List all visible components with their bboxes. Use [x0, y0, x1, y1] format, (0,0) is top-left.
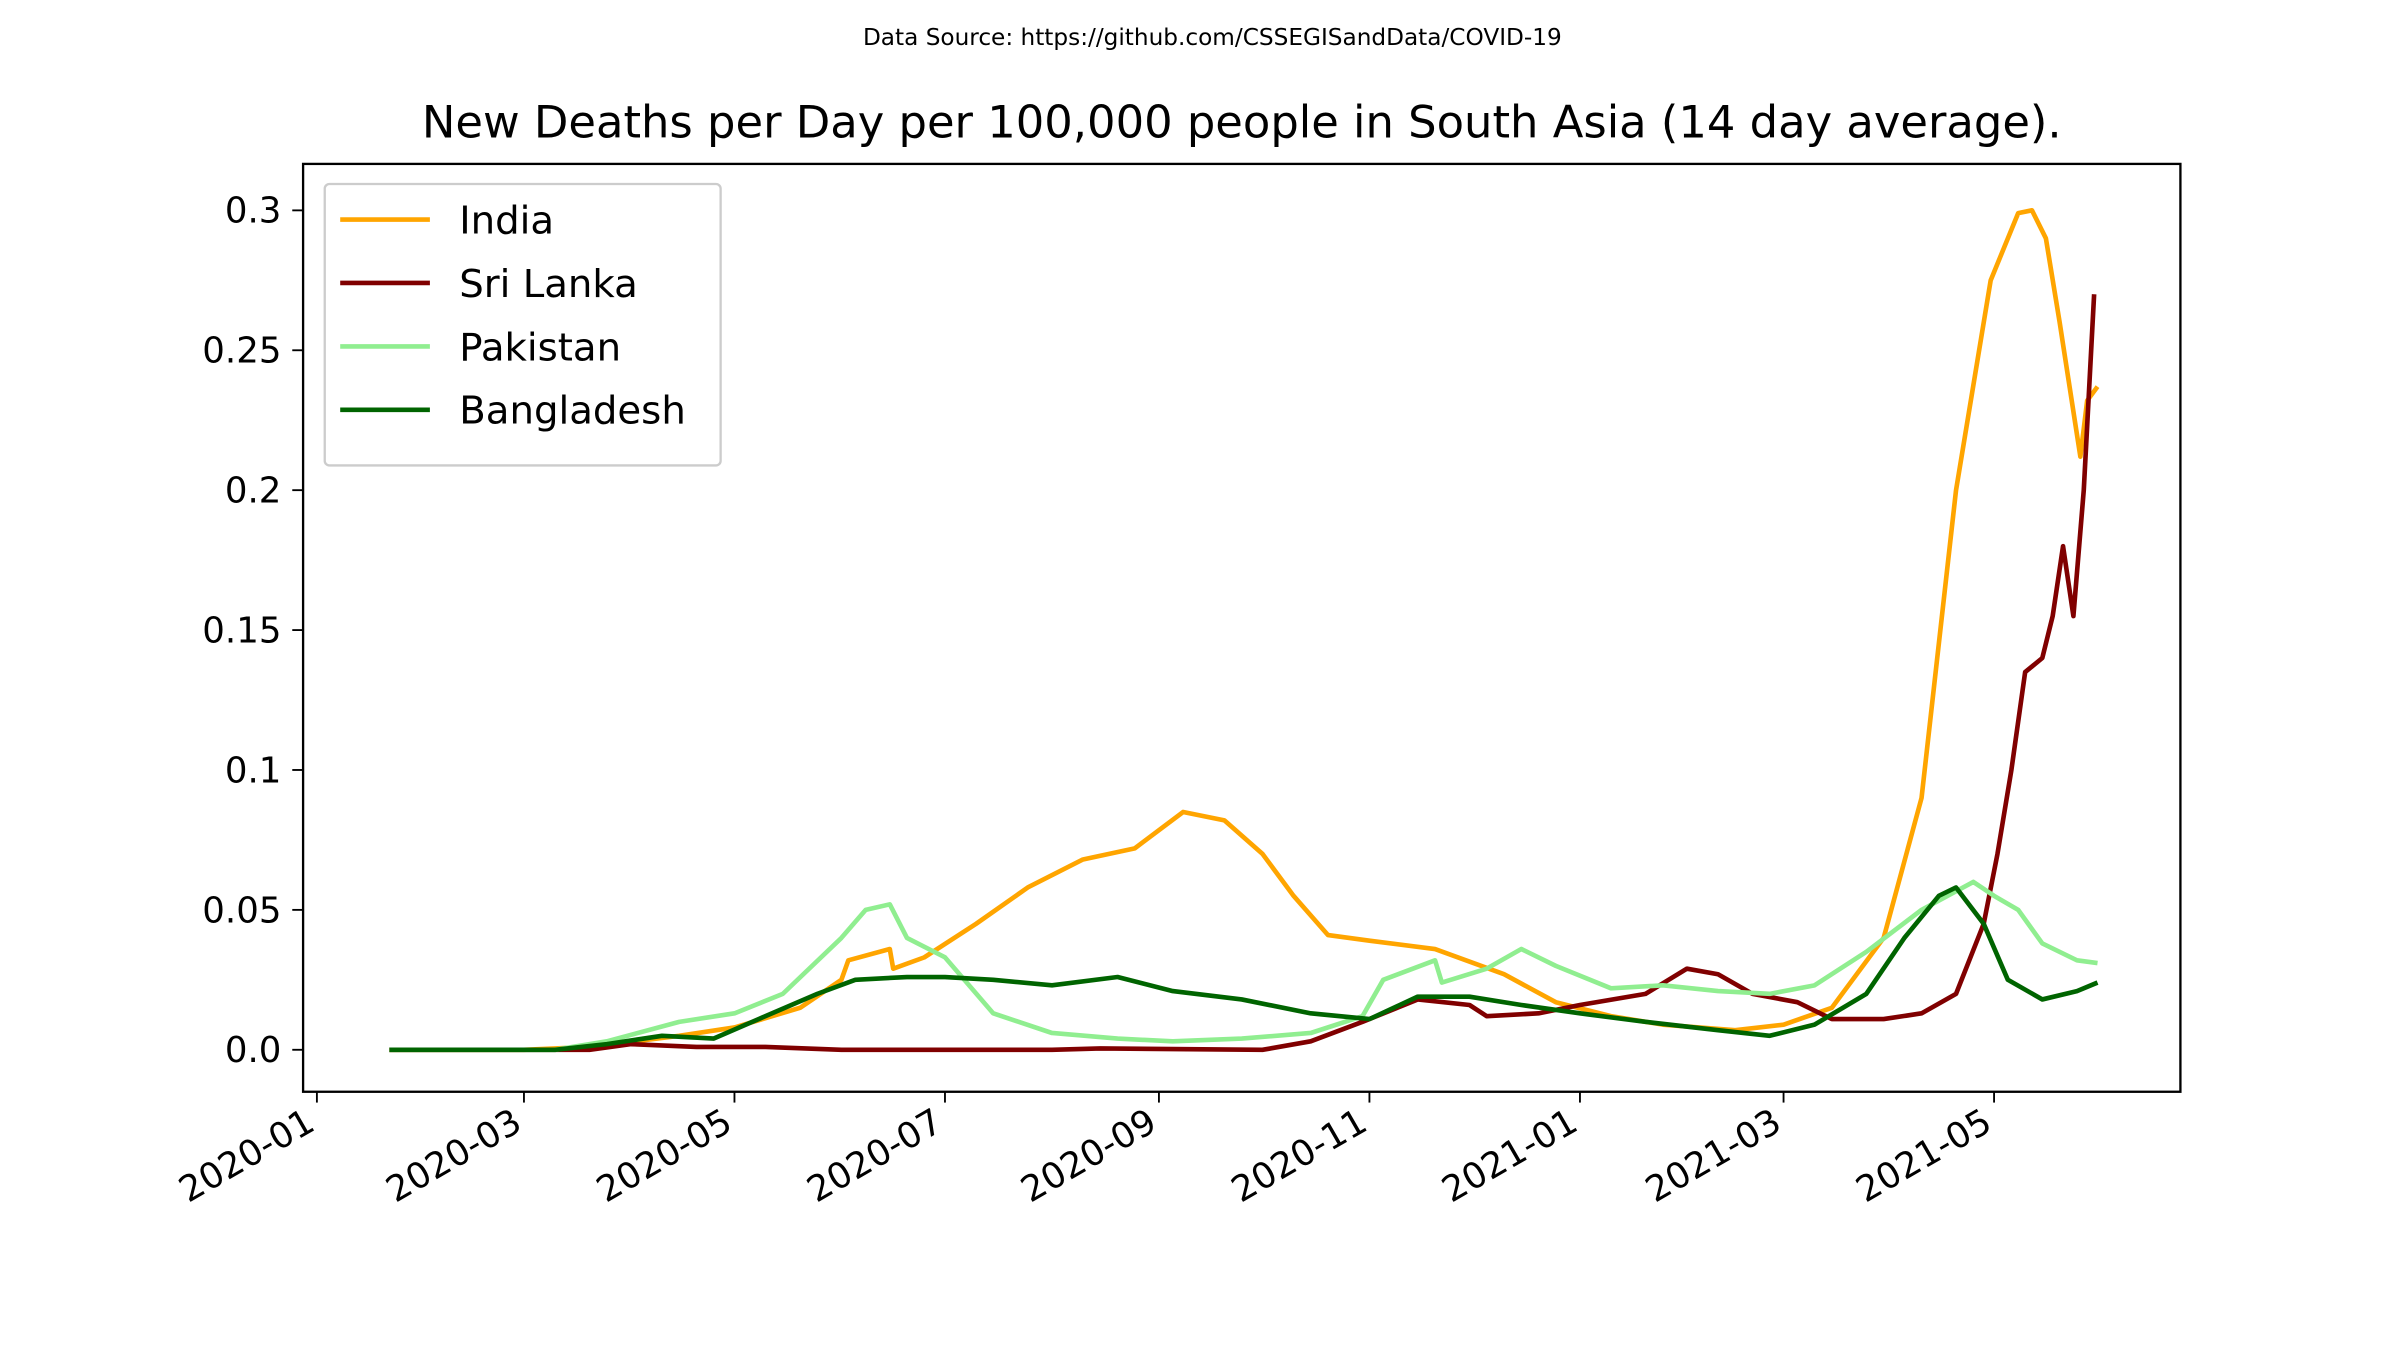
y-tick-label: 0.25 — [202, 331, 281, 372]
plot-area — [389, 207, 2100, 1053]
chart-title: New Deaths per Day per 100,000 people in… — [422, 96, 2062, 149]
legend-box — [323, 182, 722, 467]
y-tick-label: 0.2 — [225, 471, 282, 512]
y-tick-label: 0.3 — [225, 191, 282, 232]
legend: India Sri Lanka Pakistan Bangladesh — [323, 182, 722, 467]
legend-label: Sri Lanka — [459, 262, 638, 307]
series-line — [389, 207, 2100, 1053]
series-line — [389, 885, 2099, 1053]
series-line — [389, 294, 2097, 1053]
y-tick-label: 0.1 — [225, 750, 282, 791]
data-source: Data Source: https://github.com/CSSEGISa… — [863, 24, 1562, 51]
axes-frame — [301, 162, 2182, 1093]
legend-label: Pakistan — [459, 325, 621, 370]
y-tick-label: 0.15 — [202, 610, 281, 651]
y-tick-label: 0.0 — [225, 1030, 282, 1071]
series-line — [389, 879, 2098, 1053]
y-tick-label: 0.05 — [202, 890, 281, 931]
legend-label: Bangladesh — [459, 389, 686, 434]
legend-label: India — [459, 199, 554, 244]
